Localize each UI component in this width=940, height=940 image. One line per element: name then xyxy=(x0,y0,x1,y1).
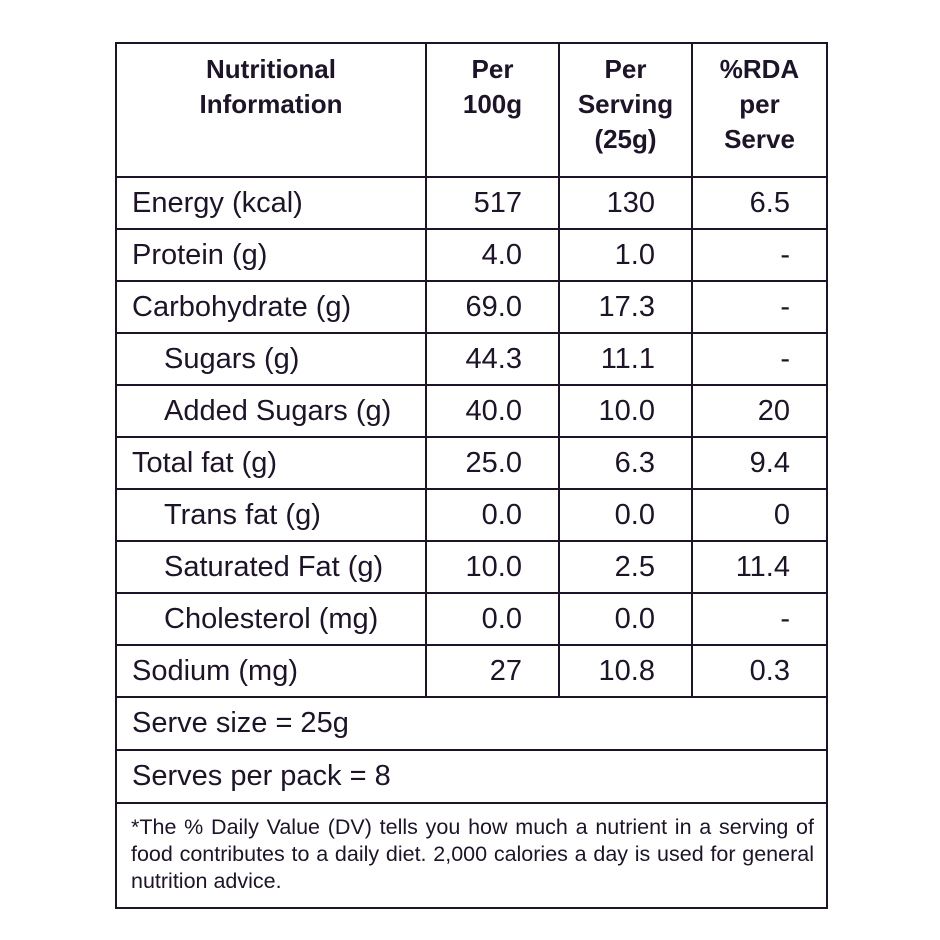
nutrient-value: 27 xyxy=(425,644,560,698)
nutrient-row: Total fat (g) 25.0 6.3 9.4 xyxy=(115,436,828,490)
nutrient-value: 0.0 xyxy=(558,488,693,542)
nutrient-value: 10.0 xyxy=(558,384,693,438)
nutrient-value: 20 xyxy=(691,384,828,438)
header-cell: Per 100g xyxy=(425,42,560,178)
footer-text: Serve size = 25g xyxy=(115,696,828,751)
sub-nutrient-row: Sugars (g) 44.3 11.1- xyxy=(115,332,828,386)
nutrient-value: 6.3 xyxy=(558,436,693,490)
nutrient-name: Protein (g) xyxy=(115,228,427,282)
sub-nutrient-row: Cholesterol (mg) 0.0 0.0- xyxy=(115,592,828,646)
nutrient-name: Total fat (g) xyxy=(115,436,427,490)
footnote: *The % Daily Value (DV) tells you how mu… xyxy=(115,802,828,909)
nutrient-value: 4.0 xyxy=(425,228,560,282)
header-line: 100g xyxy=(462,89,523,119)
nutrient-row: Energy (kcal) 517 130 6.5 xyxy=(115,176,828,230)
nutrient-value: - xyxy=(691,592,828,646)
header-cell: %RDA per Serve xyxy=(691,42,828,178)
footer-row: Serve size = 25g xyxy=(115,696,828,751)
nutrient-value: 6.5 xyxy=(691,176,828,230)
header-line: Per xyxy=(471,54,514,84)
header-line: Nutritional xyxy=(206,54,336,84)
nutrient-value: 0.0 xyxy=(425,488,560,542)
nutrient-row: Protein (g) 4.0 1.0- xyxy=(115,228,828,282)
header-cell: Per Serving (25g) xyxy=(558,42,693,178)
nutrient-name: Carbohydrate (g) xyxy=(115,280,427,334)
sub-nutrient-row: Trans fat (g) 0.0 0.0 0 xyxy=(115,488,828,542)
nutrient-value: 44.3 xyxy=(425,332,560,386)
footer-row: Serves per pack = 8 xyxy=(115,749,828,804)
nutrient-value: 11.4 xyxy=(691,540,828,594)
header-line: Information xyxy=(199,89,343,119)
nutrient-value: 11.1 xyxy=(558,332,693,386)
nutrient-row: Carbohydrate (g) 69.0 17.3- xyxy=(115,280,828,334)
nutrient-name: Sodium (mg) xyxy=(115,644,427,698)
nutrient-value: 130 xyxy=(558,176,693,230)
nutrient-name: Energy (kcal) xyxy=(115,176,427,230)
nutrient-name: Trans fat (g) xyxy=(115,488,427,542)
header-line: Per xyxy=(604,54,647,84)
nutrient-value: 1.0 xyxy=(558,228,693,282)
nutrient-value: 10.8 xyxy=(558,644,693,698)
sub-nutrient-row: Added Sugars (g) 40.0 10.0 20 xyxy=(115,384,828,438)
footer-text: Serves per pack = 8 xyxy=(115,749,828,804)
nutrient-value: - xyxy=(691,228,828,282)
header-line: Serve xyxy=(724,124,795,154)
nutrient-value: 0 xyxy=(691,488,828,542)
nutrient-value: 40.0 xyxy=(425,384,560,438)
table-body: Energy (kcal) 517 130 6.5 Protein (g) 4.0 1.0-… xyxy=(115,176,828,909)
nutrient-value: 517 xyxy=(425,176,560,230)
nutrient-value: - xyxy=(691,280,828,334)
nutrient-value: 9.4 xyxy=(691,436,828,490)
nutrient-name: Saturated Fat (g) xyxy=(115,540,427,594)
footnote-row: *The % Daily Value (DV) tells you how mu… xyxy=(115,802,828,909)
header-row: Nutritional Information Per 100g Per Serving (… xyxy=(115,42,828,178)
header-line: (25g) xyxy=(594,124,657,154)
nutrient-value: 69.0 xyxy=(425,280,560,334)
nutrient-value: 2.5 xyxy=(558,540,693,594)
nutrient-name: Cholesterol (mg) xyxy=(115,592,427,646)
header-cell: Nutritional Information xyxy=(115,42,427,178)
nutrient-value: 17.3 xyxy=(558,280,693,334)
nutrient-value: 0.0 xyxy=(425,592,560,646)
header-line: Serving xyxy=(577,89,674,119)
nutrient-value: - xyxy=(691,332,828,386)
nutrient-row: Sodium (mg) 27 10.8 0.3 xyxy=(115,644,828,698)
nutrient-value: 10.0 xyxy=(425,540,560,594)
nutrient-name: Added Sugars (g) xyxy=(115,384,427,438)
header-line: %RDA xyxy=(719,54,800,84)
nutrient-value: 0.0 xyxy=(558,592,693,646)
nutrient-name: Sugars (g) xyxy=(115,332,427,386)
sub-nutrient-row: Saturated Fat (g) 10.0 2.5 11.4 xyxy=(115,540,828,594)
nutrition-table: Nutritional Information Per 100g Per Serving (… xyxy=(115,42,828,909)
header-line: per xyxy=(739,89,780,119)
nutrient-value: 0.3 xyxy=(691,644,828,698)
nutrient-value: 25.0 xyxy=(425,436,560,490)
